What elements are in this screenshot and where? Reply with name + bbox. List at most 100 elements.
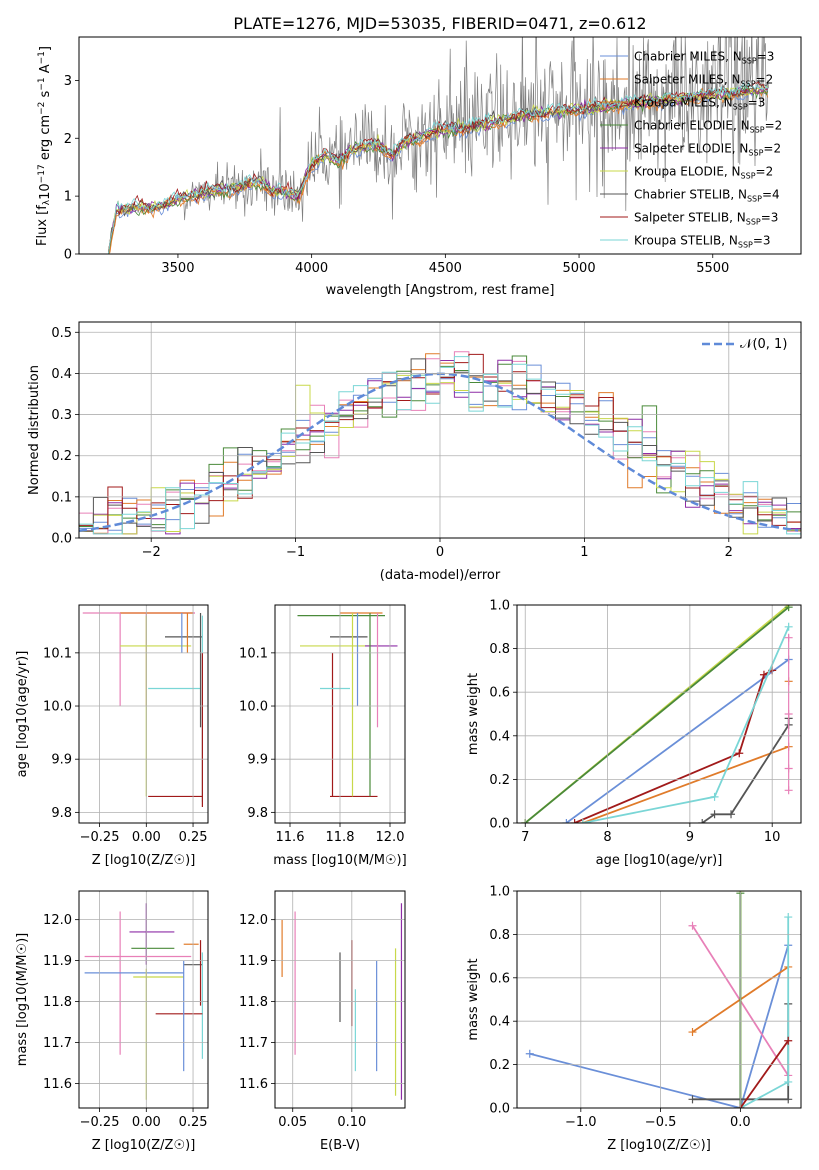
legend-label: Salpeter ELODIE, NSSP=2 [634,142,781,158]
panel-mass-vs-Z: −0.25 0.00 0.25 11.6 11.7 11.8 11.9 12.0 Z [log1… [15,890,209,1153]
panel-mass-vs-EBV: 0.05 0.10 11.6 11.7 11.8 11.9 12.0 E(B-V) [239,890,406,1153]
x-tick-label: 7 [521,830,529,845]
axes-frame [516,890,802,1109]
plus-marker [688,1028,697,1037]
y-tick-label: 11.6 [43,1077,72,1092]
x-tick-label: −2 [142,545,161,560]
plus-marker [570,819,579,823]
legend-label: 𝒩(0, 1) [740,337,787,352]
error-bar-point [129,903,175,965]
legend-label-text: Salpeter STELIB, N [634,211,746,225]
plot-area [521,605,793,823]
x-axis-label: wavelength [Angstrom, rest frame] [326,283,555,298]
legend-label-count: =3 [748,96,766,110]
y-tick-label: 0.8 [489,642,510,657]
normal-curve [79,372,799,533]
y-tick-label: 1.0 [489,599,510,614]
legend-label-count: =3 [761,211,779,225]
axes-frame [78,321,802,539]
y-tick-label: 0.4 [489,729,510,744]
mass-weight-line [582,626,790,823]
model-spectrum-line [108,81,769,253]
x-tick-label: 4000 [295,261,328,276]
x-tick-label: 0.25 [179,830,208,845]
axes-frame [78,604,209,824]
legend-label-subscript: SSP [748,149,763,158]
legend-label-text: Kroupa ELODIE, N [634,165,741,179]
x-tick-label: −0.25 [80,830,120,845]
x-axis-label: (data-model)/error [380,568,501,583]
y-axis-label-part: −1 [37,77,47,90]
legend-label: Kroupa MILES, NSSP=3 [634,96,765,112]
plus-marker [784,1036,793,1045]
x-axis-label: age [log10(age/yr)] [596,853,723,868]
panel-residuals: −2 −1 0 1 2 0.0 0.1 0.2 0.3 0.4 0.5 𝒩(0, 1) (data-mo… [27,321,802,583]
x-tick-label: 3500 [161,261,194,276]
y-axis-label: Normed distribution [27,365,42,495]
plus-marker [698,819,707,823]
legend-label-count: =2 [765,119,783,133]
y-tick-label: 0 [64,248,72,263]
x-tick-label: −0.5 [645,1115,677,1130]
plus-marker [784,1077,793,1086]
figure-title: PLATE=1276, MJD=53035, FIBERID=0471, z=0… [233,14,646,33]
axes-frame [78,36,802,255]
plus-marker [784,622,793,631]
x-tick-label: 0.00 [132,830,161,845]
y-tick-label: 0.8 [489,928,510,943]
y-tick-label: 2 [64,132,72,147]
legend-label-subscript: SSP [741,172,756,181]
legend-label: Chabrier STELIB, NSSP=4 [634,188,780,204]
plot-area [108,37,769,254]
y-tick-label: 0.2 [51,449,72,464]
plus-marker [688,1095,697,1104]
plus-marker [562,819,571,823]
panel-mass-weight-vs-age: 7 8 9 10 0.0 0.2 0.4 0.6 0.8 1.0 age [log10(age/yr… [466,599,802,868]
x-tick-label: 9 [686,830,694,845]
y-axis-label-part: A [38,64,53,77]
legend-label-count: =4 [762,188,780,202]
x-tick-label: 1 [580,545,588,560]
x-axis-label: Z [log10(Z/Z☉)] [92,853,196,868]
plus-marker [784,605,793,612]
y-tick-label: 11.6 [239,1077,268,1092]
legend-label-count: =2 [763,142,781,156]
panel-spectrum: 3500 4000 4500 5000 5500 0 1 2 3 wavelength [Angs… [35,36,802,298]
y-tick-label: 11.8 [239,995,268,1010]
x-tick-label: 10 [764,830,781,845]
legend-label-subscript: SSP [742,57,757,66]
y-axis-label: age [log10(age/yr)] [15,651,30,778]
legend-label-count: =3 [753,234,771,248]
x-tick-label: 5000 [563,261,596,276]
y-tick-label: 0.2 [489,1058,510,1073]
legend-label: Kroupa STELIB, NSSP=3 [634,234,771,250]
y-tick-label: 1 [64,190,72,205]
legend-label-text: Salpeter ELODIE, N [634,142,748,156]
plot-area [82,612,203,808]
y-axis-label-part: ] [38,46,53,51]
y-tick-label: 3 [64,74,72,89]
x-axis-label: mass [log10(M/M☉)] [273,853,406,868]
y-tick-label: 10.0 [239,700,268,715]
x-tick-label: −1.0 [565,1115,597,1130]
observed-spectrum-line [108,37,769,254]
legend-label-text: Chabrier MILES, N [634,50,742,64]
y-tick-label: 11.9 [43,954,72,969]
legend-label-text: Chabrier STELIB, N [634,188,747,202]
plus-marker [735,749,744,758]
x-tick-label: 4500 [429,261,462,276]
y-tick-label: 10.1 [43,646,72,661]
y-tick-label: 11.7 [43,1036,72,1051]
panel-age-vs-Z: −0.25 0.00 0.25 9.8 9.9 10.0 10.1 Z [log10(Z/Z☉… [15,604,209,868]
legend-label: Kroupa ELODIE, NSSP=2 [634,165,773,181]
y-axis-label-part: erg cm [38,115,53,164]
mass-weight-line [529,945,790,1108]
x-axis-label: E(B-V) [320,1138,360,1153]
legend-label: Salpeter STELIB, NSSP=3 [634,211,778,227]
y-axis-label: mass weight [466,673,481,755]
y-axis-label: mass [log10(M/M☉)] [15,933,30,1066]
y-tick-label: 9.9 [51,753,72,768]
x-tick-label: 2 [725,545,733,560]
legend-label-text: Salpeter MILES, N [634,73,741,87]
plus-marker [688,921,697,930]
